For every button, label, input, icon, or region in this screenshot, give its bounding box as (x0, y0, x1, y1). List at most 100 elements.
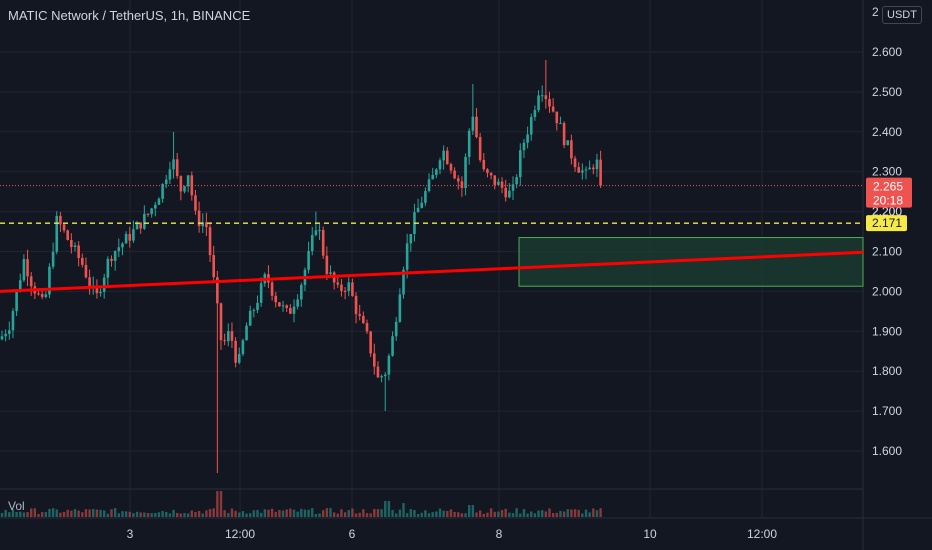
volume-bar (446, 510, 449, 517)
candle-body (548, 99, 551, 107)
volume-bar (205, 510, 208, 517)
candle-body (456, 178, 460, 182)
candle-body (318, 230, 321, 232)
volume-bar (581, 513, 584, 517)
volume-bar (358, 512, 361, 517)
volume-bar (245, 513, 248, 517)
candle-body (227, 331, 230, 342)
candle-body (223, 340, 226, 342)
volume-bar (110, 509, 113, 517)
volume-bars (0, 491, 602, 517)
volume-bar (504, 508, 507, 517)
volume-bar (146, 513, 150, 517)
candle-body (183, 186, 186, 192)
candle-body (416, 207, 420, 213)
volume-bar (548, 508, 551, 517)
candle-body (51, 251, 55, 267)
volume-bar (197, 510, 201, 517)
volume-bar (296, 511, 299, 517)
candle-body (161, 184, 164, 199)
candle-body (117, 247, 121, 252)
volume-bar (362, 509, 365, 517)
volume-bar (515, 508, 518, 517)
candle-body (73, 245, 77, 247)
candle-body (405, 243, 409, 270)
candle-body (172, 159, 175, 170)
last-price-label: 2.265 (873, 180, 903, 194)
volume-bar (486, 512, 489, 517)
volume-bar (161, 511, 164, 517)
candle-body (128, 233, 132, 241)
volume-bar (555, 512, 558, 517)
currency-selector[interactable]: USDT (882, 6, 922, 24)
volume-bar (478, 510, 482, 517)
price-tick-label: 2.400 (872, 125, 902, 139)
volume-bar (219, 491, 223, 517)
volume-bar (70, 510, 73, 517)
volume-bar (285, 509, 288, 517)
candle-body (248, 310, 252, 326)
volume-bar (322, 510, 325, 517)
volume-bar (541, 510, 544, 517)
candle-body (245, 325, 248, 341)
level-price-label: 2.171 (872, 216, 902, 230)
candle-body (139, 222, 142, 229)
volume-bar (263, 509, 266, 517)
candle-body (102, 277, 106, 292)
volume-bar (354, 513, 358, 517)
candle-body (15, 291, 18, 312)
volume-bar (281, 510, 285, 517)
candle-body (0, 336, 4, 340)
candle-body (398, 294, 402, 322)
volume-bar (526, 513, 529, 517)
candle-body (467, 130, 471, 157)
volume-bar (190, 510, 193, 517)
candle-body (522, 142, 526, 151)
candle-body (387, 355, 391, 375)
candle-body (175, 159, 179, 177)
volume-bar (570, 509, 573, 517)
volume-bar (132, 513, 135, 517)
candle-body (62, 224, 66, 231)
volume-bar (402, 503, 405, 517)
candle-body (329, 272, 332, 274)
candle-body (460, 181, 464, 189)
volume-bar (365, 513, 369, 517)
candle-body (124, 233, 128, 244)
candle-body (310, 235, 314, 252)
volume-bar (307, 509, 310, 517)
candle-body (573, 158, 577, 168)
time-tick-label: 3 (127, 527, 134, 541)
candle-body (358, 314, 361, 316)
candle-body (11, 311, 15, 331)
candle-body (22, 259, 26, 281)
candle-body (497, 181, 500, 185)
volume-bar (259, 512, 263, 517)
candle-body (179, 176, 183, 192)
candle-body (194, 195, 197, 211)
volume-bar (387, 501, 391, 517)
price-tick-label: 2.200 (872, 205, 902, 219)
volume-bar (270, 508, 274, 517)
candle-body (135, 222, 139, 230)
candle-body (464, 156, 467, 189)
candle-body (595, 159, 599, 170)
volume-bar (343, 512, 347, 517)
candle-body (201, 222, 205, 227)
candle-body (420, 202, 424, 208)
candle-body (278, 302, 281, 307)
candle-body (559, 123, 562, 125)
volume-bar (165, 511, 168, 517)
volume-bar (332, 512, 336, 517)
candle-body (471, 116, 475, 131)
volume-bar (464, 513, 467, 517)
volume-bar (398, 509, 402, 517)
volume-bar (453, 511, 456, 517)
candle-body (205, 222, 208, 228)
volume-bar (55, 509, 58, 517)
volume-bar (420, 512, 423, 517)
candle-body (81, 257, 84, 265)
time-tick-label: 12:00 (225, 527, 255, 541)
volume-bar (92, 508, 95, 517)
